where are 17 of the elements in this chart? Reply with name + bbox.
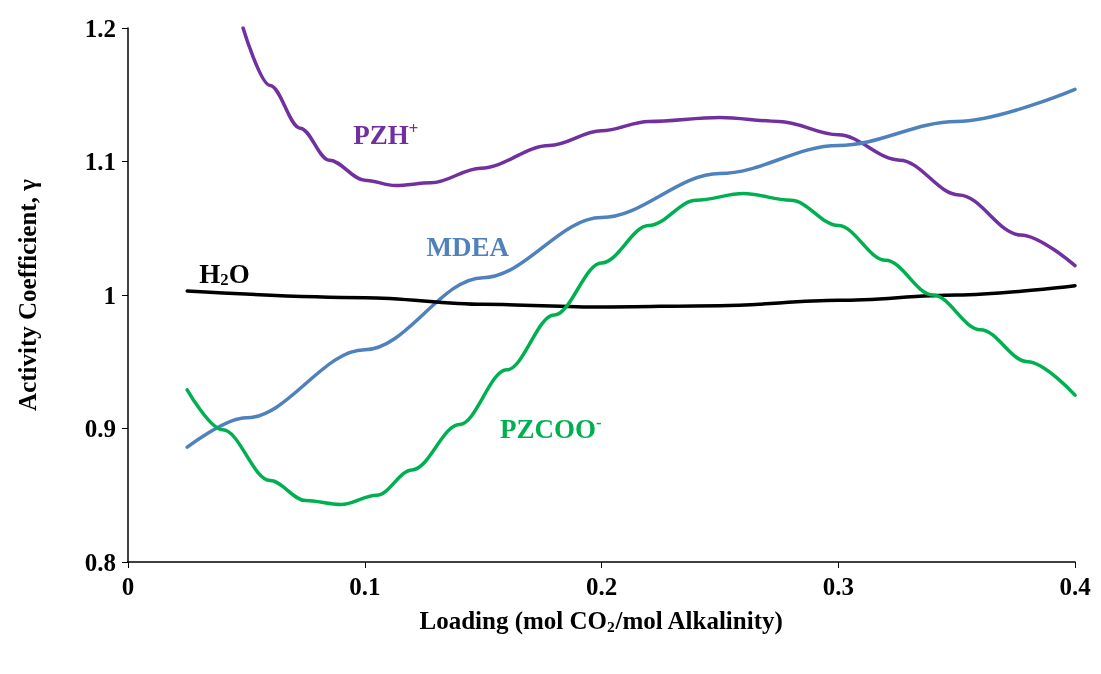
x-tick-label: 0.1	[349, 573, 381, 600]
line-series	[185, 191, 1077, 507]
x-tick-label: 0	[121, 573, 135, 600]
y-tick-label: 0.9	[84, 415, 116, 442]
x-tick-label: 0.2	[585, 573, 618, 600]
line-series	[185, 283, 1077, 309]
y-tick-label: 1.1	[84, 148, 116, 175]
series-label: PZCOO-	[499, 412, 602, 444]
y-axis-title: Activity Coefficient, γ	[14, 178, 41, 411]
series-label: MDEA	[426, 231, 510, 262]
y-tick-label: 1	[103, 281, 116, 309]
y-tick-label: 0.8	[84, 548, 116, 576]
series-label: PZH+	[353, 119, 419, 150]
x-tick-label: 0.3	[822, 573, 854, 600]
line-series	[185, 87, 1077, 449]
y-tick-label: 1.2	[84, 14, 116, 42]
x-tick-label: 0.4	[1059, 573, 1092, 600]
